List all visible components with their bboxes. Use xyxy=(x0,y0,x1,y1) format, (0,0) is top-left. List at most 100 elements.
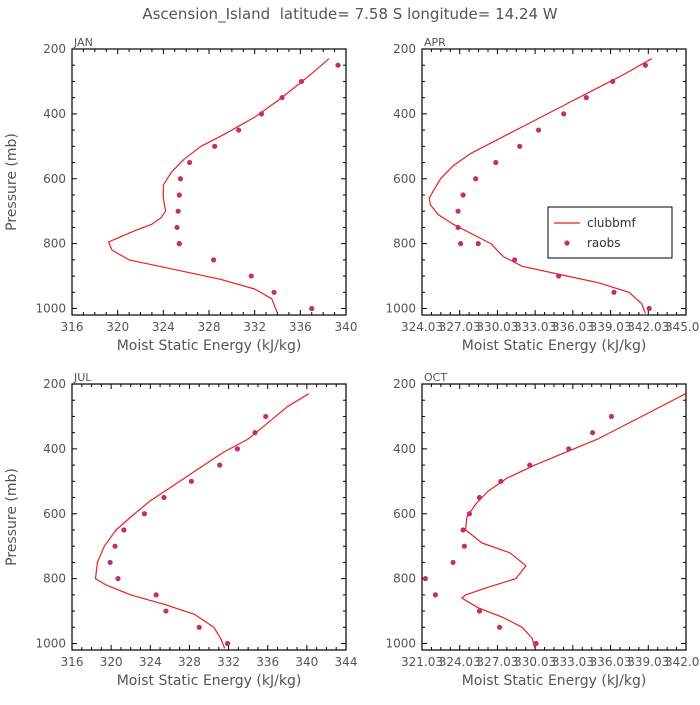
panel-label-apr: APR xyxy=(424,36,446,49)
data-point-oct xyxy=(496,624,503,630)
series-line-apr xyxy=(428,58,652,314)
y-axis-label-jul: Pressure (mb) xyxy=(4,468,20,566)
y-tick-label-apr: 600 xyxy=(393,172,416,186)
panel-oct: OCT321.03324.03327.03330.03333.03336.033… xyxy=(385,371,700,689)
y-tick-label-oct: 200 xyxy=(393,377,416,391)
x-axis-label-jul: Moist Static Energy (kJ/kg) xyxy=(117,673,302,689)
data-point-jan xyxy=(186,159,193,166)
plot-frame-oct xyxy=(421,383,687,651)
panel-jan: JAN 316 320 324 328 332 336 340 200 400 600 800 1000… xyxy=(4,36,357,354)
data-point-oct xyxy=(422,576,428,582)
x-tick-label-oct: 342.03 xyxy=(665,655,700,669)
data-point-jan xyxy=(175,208,181,214)
data-point-oct xyxy=(432,592,439,598)
chart-title: Ascension_Island latitude= 7.58 S longit… xyxy=(142,5,557,24)
y-tick-label-oct: 800 xyxy=(393,572,416,586)
data-point-jul xyxy=(263,413,269,420)
y-tick-label-jul: 1000 xyxy=(35,637,66,651)
x-tick-label-oct: 324.03 xyxy=(439,655,481,669)
x-tick-label-apr: 327.03 xyxy=(439,320,481,334)
data-point-apr xyxy=(561,111,567,117)
data-point-oct xyxy=(476,494,483,501)
data-point-oct xyxy=(589,430,596,436)
x-tick-label-jan: 332 xyxy=(243,320,266,334)
x-tick-label-oct: 336.03 xyxy=(590,655,632,669)
data-point-oct xyxy=(498,478,504,484)
data-point-apr xyxy=(517,143,523,149)
x-tick-label-oct: 339.03 xyxy=(627,655,669,669)
x-tick-label-apr: 333.03 xyxy=(514,320,556,334)
x-tick-label-jul: 316 xyxy=(61,655,84,669)
x-tick-label-jan: 316 xyxy=(61,320,84,334)
data-point-jan xyxy=(210,257,217,263)
data-point-oct xyxy=(566,446,572,452)
x-tick-label-oct: 327.03 xyxy=(476,655,518,669)
data-point-jan xyxy=(177,176,184,182)
panels-group: JAN 316 320 324 328 332 336 340 200 400 600 800 1000… xyxy=(4,36,700,689)
legend-point-swatch xyxy=(564,240,570,246)
x-tick-label-jul: 324 xyxy=(139,655,162,669)
data-point-oct xyxy=(527,462,533,468)
data-point-oct xyxy=(450,559,456,566)
x-tick-label-jul: 328 xyxy=(178,655,201,669)
series-line-oct xyxy=(461,393,686,649)
x-tick-label-jan: 328 xyxy=(198,320,221,334)
data-point-oct xyxy=(461,543,467,549)
plot-frame-jan xyxy=(71,48,347,316)
y-tick-label-jul: 600 xyxy=(43,507,66,521)
data-point-apr xyxy=(493,159,499,166)
legend-label-obs: raobs xyxy=(587,236,621,250)
data-point-oct xyxy=(533,640,539,647)
x-tick-label-apr: 324.03 xyxy=(401,320,443,334)
data-point-jul xyxy=(115,576,121,582)
data-point-jul xyxy=(153,592,159,598)
data-point-jan xyxy=(335,62,341,68)
y-tick-label-apr: 800 xyxy=(393,237,416,251)
legend-label-model: clubbmf xyxy=(587,216,636,230)
y-tick-label-apr: 1000 xyxy=(385,302,416,316)
data-point-jul xyxy=(163,608,169,614)
panel-label-jul: JUL xyxy=(73,371,92,384)
y-tick-label-jul: 200 xyxy=(43,377,66,391)
data-point-jul xyxy=(121,527,127,533)
panel-label-oct: OCT xyxy=(424,371,447,384)
data-point-jan xyxy=(248,273,254,279)
data-point-jul xyxy=(107,559,113,566)
data-point-apr xyxy=(457,241,464,247)
data-point-oct xyxy=(608,413,615,420)
y-tick-label-jan: 600 xyxy=(43,172,66,186)
x-tick-label-jul: 332 xyxy=(217,655,240,669)
data-point-jan xyxy=(298,78,305,85)
x-tick-label-jul: 320 xyxy=(100,655,123,669)
data-point-apr xyxy=(460,192,466,198)
data-point-jan xyxy=(176,241,182,247)
series-line-jan xyxy=(107,58,330,314)
data-point-jul xyxy=(252,430,258,436)
y-tick-label-apr: 200 xyxy=(393,42,416,56)
data-point-apr xyxy=(611,289,617,295)
data-point-oct xyxy=(476,608,483,614)
x-tick-label-apr: 345.03 xyxy=(665,320,700,334)
data-point-jul xyxy=(141,511,148,517)
x-tick-label-apr: 330.03 xyxy=(476,320,518,334)
data-point-apr xyxy=(610,78,616,85)
x-tick-label-apr: 339.03 xyxy=(590,320,632,334)
series-line-jul xyxy=(94,393,310,649)
data-point-jul xyxy=(196,624,202,630)
x-tick-label-oct: 333.03 xyxy=(552,655,594,669)
data-point-apr xyxy=(475,241,481,247)
x-tick-label-jul: 336 xyxy=(256,655,279,669)
data-point-apr xyxy=(455,224,461,231)
x-tick-label-jan: 324 xyxy=(152,320,175,334)
panel-label-jan: JAN xyxy=(73,36,93,49)
plot-frame-apr xyxy=(421,48,687,316)
x-tick-label-jul: 344 xyxy=(335,655,358,669)
plot-frame-jul xyxy=(71,383,347,651)
panel-apr: APR324.03327.03330.03333.03336.03339.033… xyxy=(385,36,700,354)
data-point-jul xyxy=(217,462,223,468)
data-point-jul xyxy=(234,446,240,452)
x-tick-label-jan: 340 xyxy=(335,320,358,334)
data-point-jan xyxy=(271,289,277,295)
data-point-apr xyxy=(583,95,589,101)
